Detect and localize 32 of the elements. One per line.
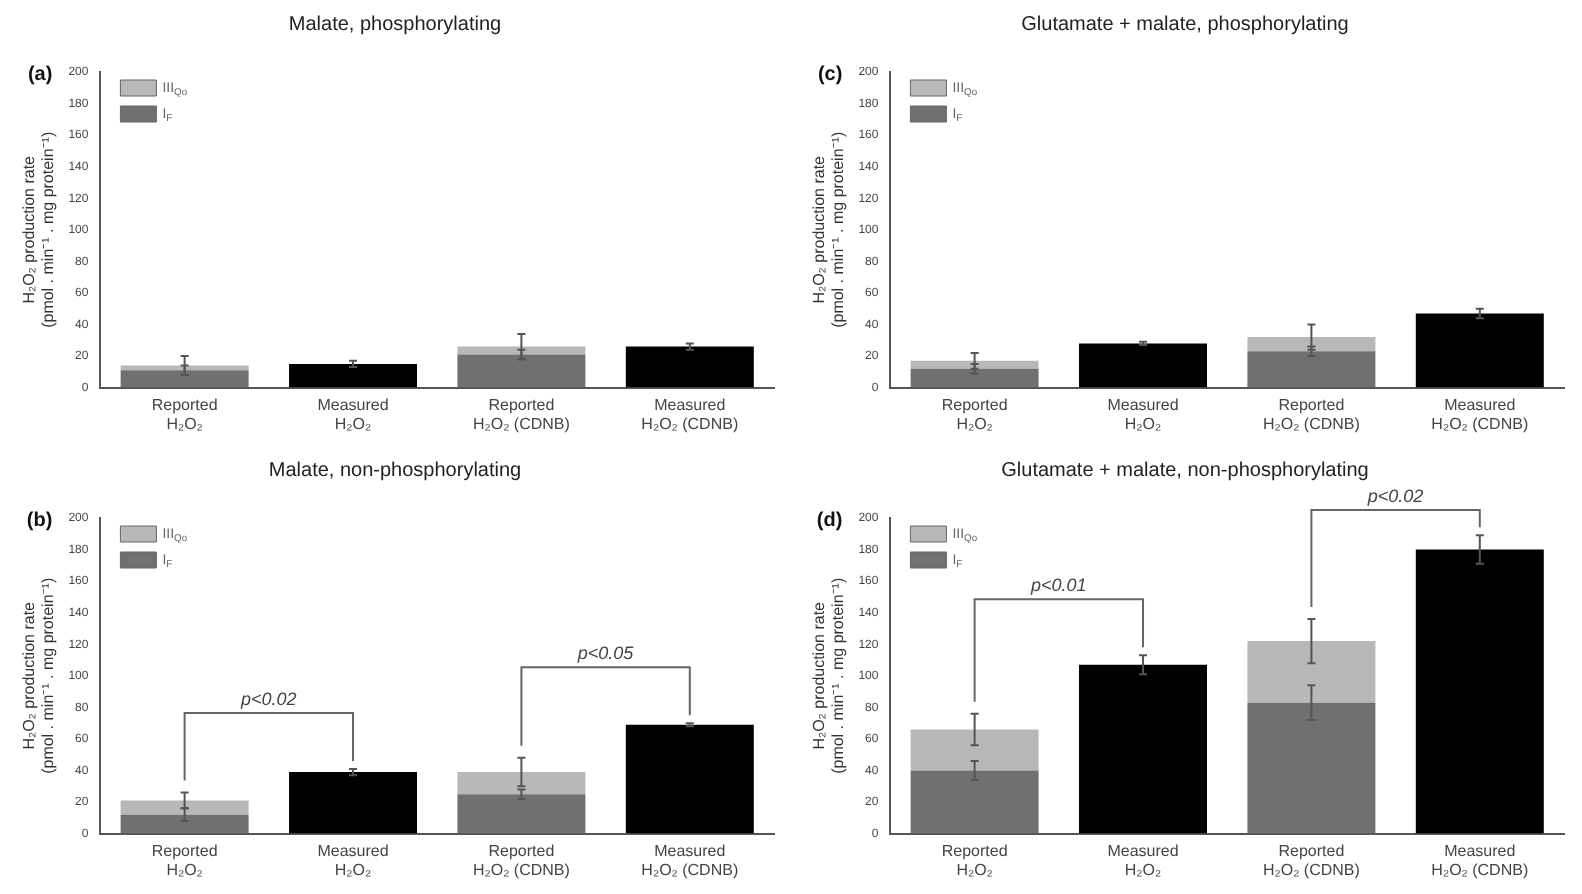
x-tick-label: Reported H₂O₂: [151, 841, 218, 879]
chart-title: Malate, non-phosphorylating: [268, 459, 522, 482]
x-tick-label: Reported H₂O₂: [941, 395, 1008, 433]
x-tick-label: Reported H₂O₂ (CDNB): [1262, 395, 1361, 433]
text: (b): [26, 509, 53, 532]
y-axis-title: H₂O₂ production rate (pmol . min⁻¹ . mg protein⁻¹): [810, 577, 848, 774]
annotation: p<0.01: [1029, 575, 1087, 596]
chart-title: Glutamate + malate, phosphorylating: [1021, 13, 1349, 36]
text: (a): [27, 63, 53, 86]
x-tick-label: Measured H₂O₂: [1107, 841, 1179, 879]
chart-title: Glutamate + malate, non-phosphorylating: [1001, 459, 1369, 482]
annotation: p<0.02: [239, 688, 297, 709]
annotation: p<0.05: [575, 643, 636, 664]
y-axis-title: H₂O₂ production rate (pmol . min⁻¹ . mg protein⁻¹): [20, 577, 58, 774]
x-tick-label: Measured H₂O₂ (CDNB): [1431, 841, 1529, 879]
y-axis-title: H₂O₂ production rate (pmol . min⁻¹ . mg protein⁻¹): [810, 131, 848, 328]
x-tick-label: Measured H₂O₂: [317, 395, 389, 433]
x-tick-label: Reported H₂O₂ (CDNB): [472, 841, 571, 879]
x-tick-label: Measured H₂O₂: [1107, 395, 1179, 433]
chart-title: Malate, phosphorylating: [288, 13, 502, 36]
x-tick-label: Reported H₂O₂ (CDNB): [1262, 841, 1361, 879]
text: (d): [816, 509, 843, 532]
y-axis-title: H₂O₂ production rate (pmol . min⁻¹ . mg protein⁻¹): [20, 131, 58, 328]
text: p<0.02: [1365, 486, 1424, 506]
x-tick-label: Measured H₂O₂: [317, 841, 389, 879]
x-tick-label: Reported H₂O₂: [941, 841, 1008, 879]
x-tick-label: Measured H₂O₂ (CDNB): [1431, 395, 1529, 433]
x-tick-label: Reported H₂O₂: [151, 395, 218, 433]
text: (c): [817, 63, 843, 86]
x-tick-label: Measured H₂O₂ (CDNB): [641, 841, 739, 879]
x-tick-label: Reported H₂O₂ (CDNB): [472, 395, 571, 433]
x-tick-label: Measured H₂O₂ (CDNB): [641, 395, 739, 433]
